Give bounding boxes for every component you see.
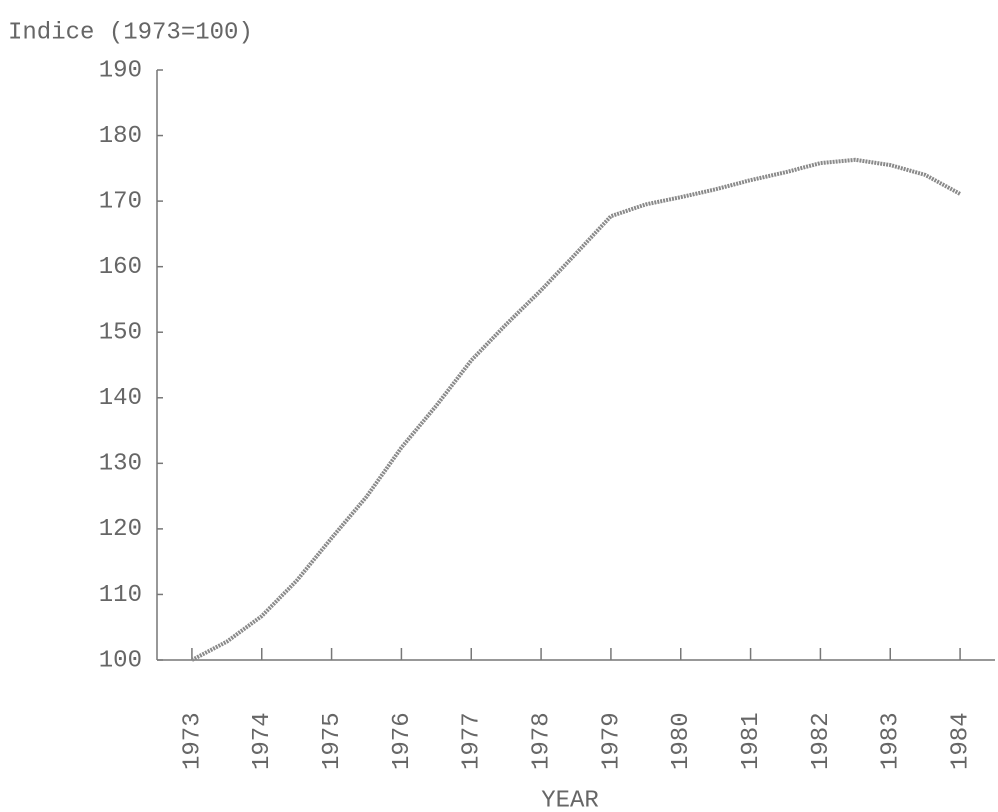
x-tick-label: 1980 [668,712,695,770]
chart-title: Indice (1973=100) [8,19,253,46]
x-tick-label: 1983 [878,712,905,770]
y-tick-label: 150 [99,320,142,347]
x-tick-label: 1976 [389,712,416,770]
y-tick-label: 180 [99,123,142,150]
data-line [190,157,962,662]
y-tick-label: 120 [99,516,142,543]
x-axis-label: YEAR [541,787,599,812]
x-tick-label: 1981 [738,712,765,770]
x-tick-label: 1977 [459,712,486,770]
y-tick-label: 100 [99,647,142,674]
x-tick-label: 1973 [179,712,206,770]
x-tick-label: 1984 [947,712,974,770]
x-tick-label: 1975 [319,712,346,770]
y-tick-label: 140 [99,385,142,412]
y-tick-label: 190 [99,57,142,84]
y-tick-label: 130 [99,451,142,478]
x-tick-label: 1978 [528,712,555,770]
y-tick-label: 160 [99,254,142,281]
x-tick-label: 1979 [598,712,625,770]
y-tick-label: 170 [99,188,142,215]
y-tick-label: 110 [99,582,142,609]
x-tick-label: 1982 [808,712,835,770]
x-tick-label: 1974 [249,712,276,770]
